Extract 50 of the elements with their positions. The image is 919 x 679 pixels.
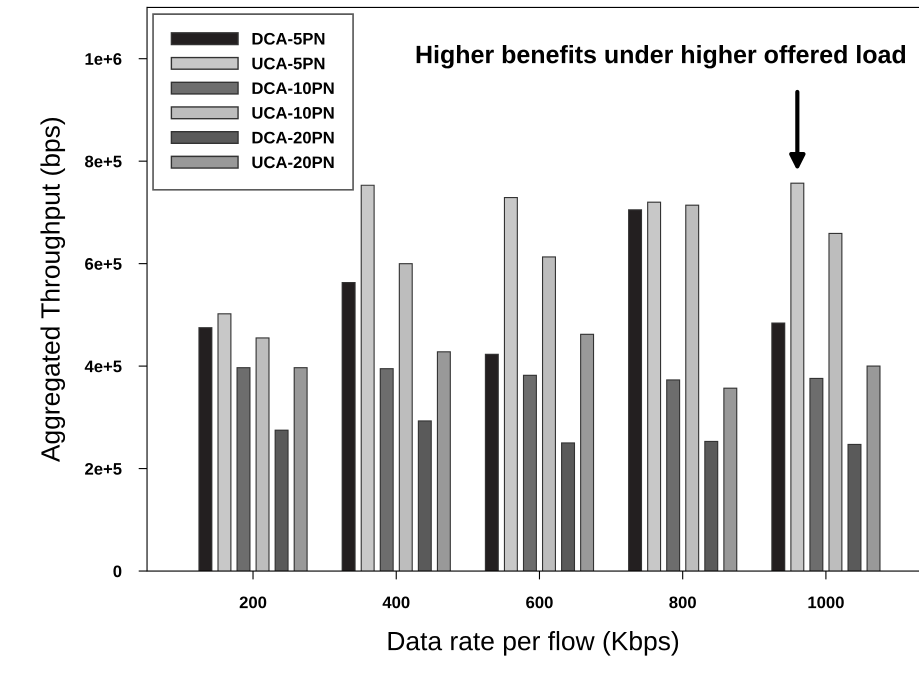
x-tick-label: 200 — [240, 596, 266, 608]
legend-label: UCA-5PN — [252, 58, 324, 70]
bar — [628, 209, 642, 572]
y-tick-label: 1e+6 — [86, 53, 122, 65]
bar — [504, 196, 518, 572]
bar — [647, 202, 662, 572]
legend-label: UCA-10PN — [252, 106, 334, 119]
bar — [360, 184, 375, 572]
bar — [294, 367, 308, 572]
bar — [522, 374, 537, 572]
y-tick-label: 4e+5 — [84, 360, 122, 372]
y-tick-label: 0 — [113, 565, 122, 578]
legend-label: UCA-20PN — [252, 156, 334, 168]
bar — [666, 379, 680, 572]
bar — [198, 327, 212, 572]
x-tick-label: 400 — [382, 596, 410, 608]
bar — [380, 368, 394, 572]
bar — [866, 366, 881, 572]
bar — [828, 232, 842, 572]
bar — [685, 204, 700, 572]
y-tick-label: 6e+5 — [85, 258, 122, 270]
y-axis-title: Aggregated Throughput (bps) — [40, 118, 66, 462]
bar — [236, 367, 250, 572]
bar — [398, 263, 413, 572]
bar — [274, 430, 289, 572]
bar — [847, 444, 862, 572]
x-tick-label: 1000 — [808, 596, 844, 608]
x-tick-label: 800 — [669, 596, 696, 608]
bar — [436, 351, 451, 572]
bar — [723, 388, 738, 572]
x-axis-title: Data rate per flow (Kbps) — [388, 631, 678, 656]
bar — [418, 420, 432, 572]
bar — [342, 282, 356, 572]
y-tick-label: 8e+5 — [85, 156, 122, 168]
bar — [704, 440, 718, 572]
bar — [561, 442, 576, 572]
bar — [484, 354, 499, 572]
x-tick-label: 600 — [526, 596, 553, 608]
annotation: Higher benefits under higher offered load — [416, 45, 906, 68]
y-tick-label: 2e+5 — [85, 462, 122, 475]
bar — [771, 322, 786, 572]
bar — [809, 378, 824, 572]
bar — [217, 313, 232, 572]
bar — [256, 337, 270, 572]
bar — [542, 256, 556, 572]
legend-label: DCA-5PN — [252, 32, 324, 45]
legend-label: DCA-20PN — [252, 132, 334, 144]
bar — [790, 182, 804, 572]
bar — [580, 334, 594, 572]
legend-label: DCA-10PN — [252, 82, 334, 94]
